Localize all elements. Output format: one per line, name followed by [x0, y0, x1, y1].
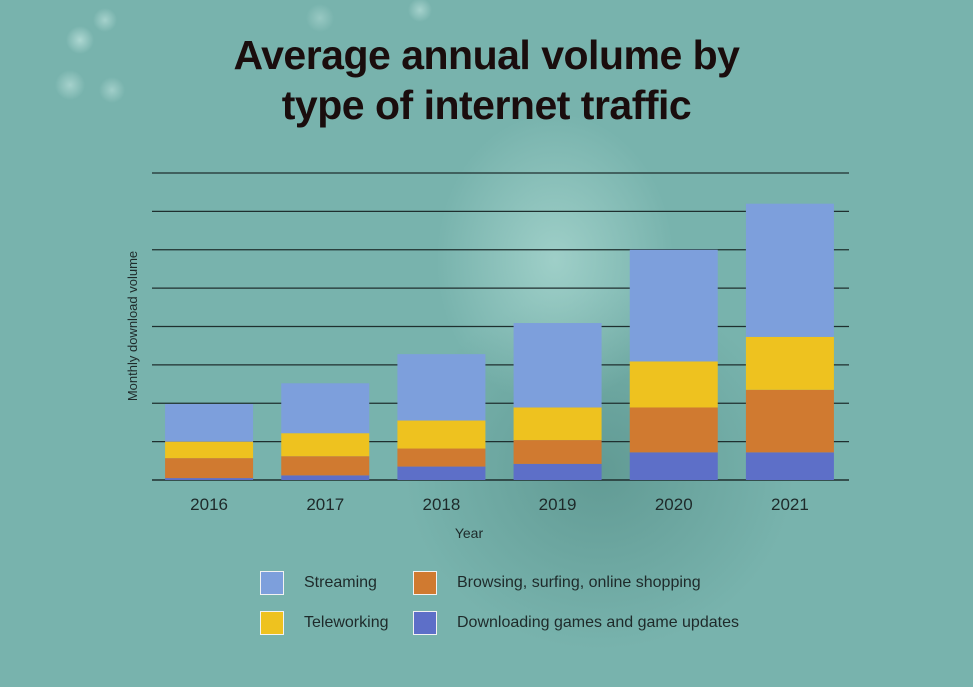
x-tick-label-2016: 2016 [190, 495, 228, 514]
legend-label-teleworking: Teleworking [304, 614, 389, 631]
chart-title-line-2: type of internet traffic [281, 82, 692, 128]
x-tick-label-2018: 2018 [423, 495, 461, 514]
chart-title: Average annual volume by type of interne… [0, 30, 973, 130]
bar-segment-2017-teleworking [281, 433, 370, 457]
x-tick-label-2021: 2021 [771, 495, 809, 514]
x-axis-label: Year [455, 525, 484, 541]
bar-segment-2018-downloading-games-and-game-updates [397, 466, 486, 480]
legend-swatch-downloading [413, 611, 437, 635]
x-tick-labels: 2016 2017 2018 2019 2020 2021 [190, 495, 809, 514]
bar-segment-2021-downloading-games-and-game-updates [745, 452, 834, 480]
bars [165, 203, 834, 480]
bar-segment-2016-browsing-surfing-online-shopping [165, 458, 254, 479]
chart-title-line-1: Average annual volume by [233, 32, 741, 78]
legend-item-browsing: Browsing, surfing, online shopping [413, 571, 701, 595]
bar-segment-2021-streaming [745, 203, 834, 337]
legend-item-teleworking: Teleworking [260, 611, 388, 635]
legend-item-streaming: Streaming [260, 571, 377, 595]
bar-segment-2020-streaming [629, 249, 718, 362]
bar-segment-2018-streaming [397, 354, 486, 421]
bar-segment-2016-teleworking [165, 441, 254, 459]
y-axis-label: Monthly download volume [125, 251, 140, 401]
legend-swatch-streaming [260, 571, 284, 595]
legend-swatch-teleworking [260, 611, 284, 635]
chart-legend: Streaming Browsing, surfing, online shop… [260, 568, 780, 638]
legend-label-downloading: Downloading games and game updates [457, 614, 739, 631]
x-tick-label-2020: 2020 [655, 495, 693, 514]
bar-segment-2019-teleworking [513, 407, 602, 441]
legend-swatch-browsing [413, 571, 437, 595]
x-tick-label-2017: 2017 [306, 495, 344, 514]
legend-item-downloading: Downloading games and game updates [413, 611, 739, 635]
bar-segment-2020-browsing-surfing-online-shopping [629, 407, 718, 453]
bar-segment-2018-teleworking [397, 420, 486, 449]
bar-segment-2018-browsing-surfing-online-shopping [397, 448, 486, 467]
legend-label-browsing: Browsing, surfing, online shopping [457, 574, 701, 591]
bar-segment-2021-browsing-surfing-online-shopping [745, 389, 834, 453]
bar-segment-2016-streaming [165, 404, 254, 442]
x-tick-label-2019: 2019 [539, 495, 577, 514]
bar-segment-2017-streaming [281, 383, 370, 434]
stacked-bar-chart: 2016 2017 2018 2019 2020 2021 Year Monthly do… [125, 172, 849, 541]
gridlines [152, 172, 849, 481]
bar-segment-2019-downloading-games-and-game-updates [513, 463, 602, 480]
bar-segment-2021-teleworking [745, 336, 834, 390]
bar-segment-2017-downloading-games-and-game-updates [281, 475, 370, 480]
bar-segment-2016-downloading-games-and-game-updates [165, 478, 254, 480]
bar-segment-2020-teleworking [629, 361, 718, 408]
bar-segment-2020-downloading-games-and-game-updates [629, 452, 718, 480]
bar-segment-2019-streaming [513, 323, 602, 408]
legend-label-streaming: Streaming [304, 574, 377, 591]
bar-segment-2019-browsing-surfing-online-shopping [513, 440, 602, 464]
bar-segment-2017-browsing-surfing-online-shopping [281, 456, 370, 476]
